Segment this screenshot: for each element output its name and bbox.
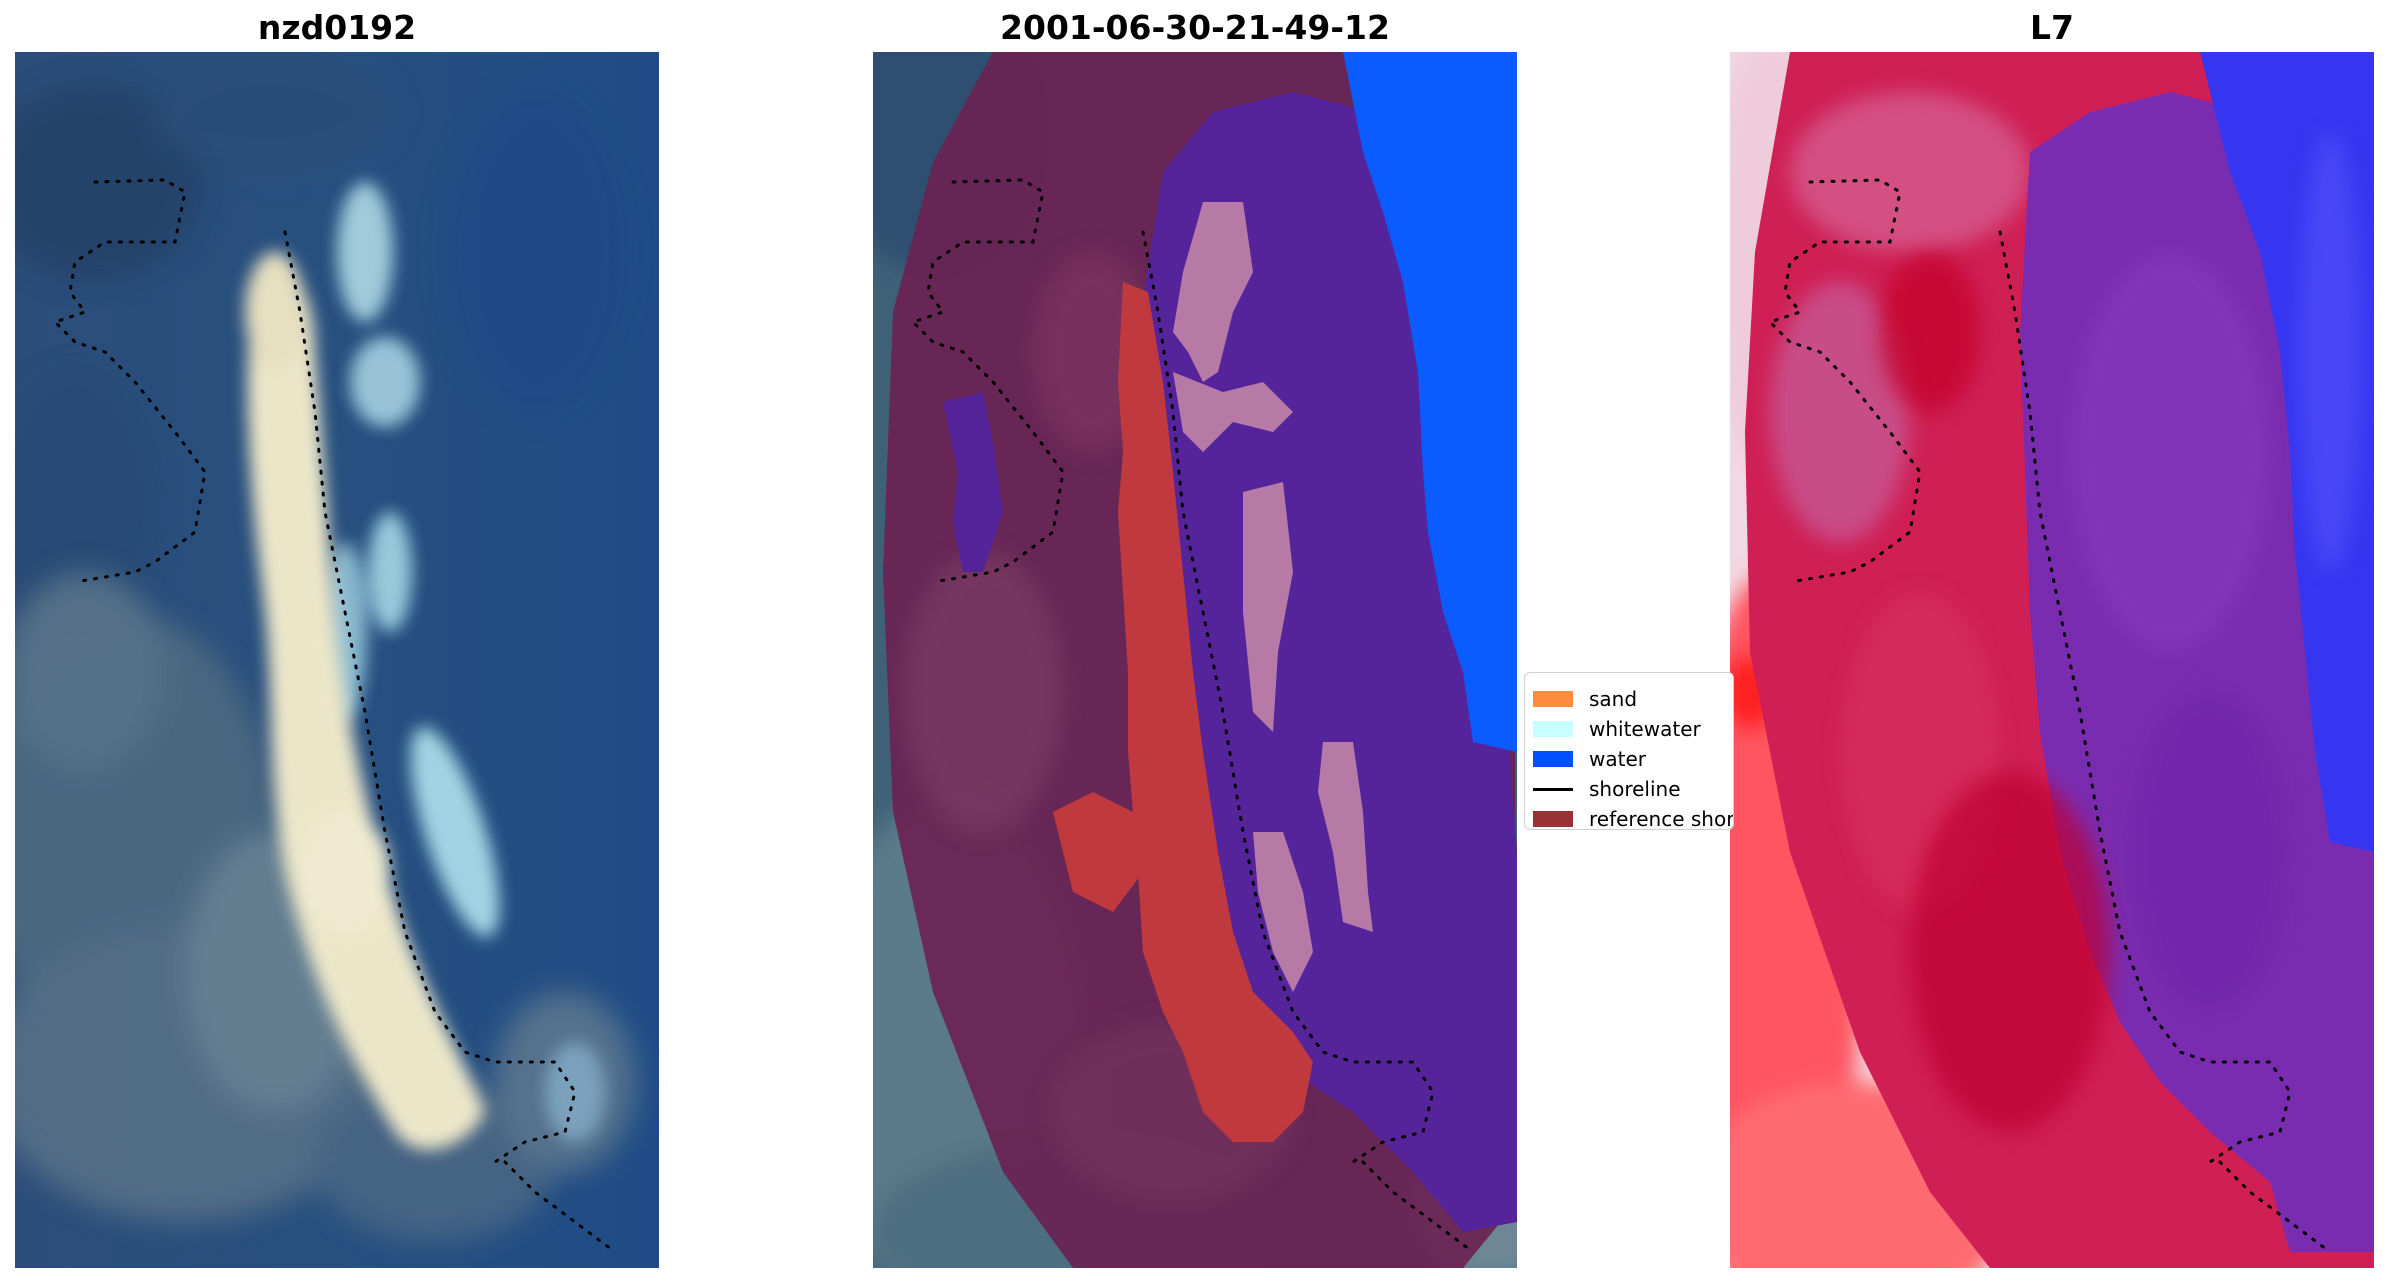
legend-label-reference-shoreline: reference shoreline bbox=[1589, 807, 1734, 830]
shoreline-line-swatch bbox=[1533, 787, 1573, 791]
classified-image bbox=[873, 52, 1517, 1268]
index-image-panel bbox=[1730, 52, 2374, 1268]
legend: sand whitewater water shoreline referenc… bbox=[1524, 672, 1734, 830]
legend-item-sand: sand bbox=[1533, 685, 1637, 713]
classified-image-panel bbox=[873, 52, 1517, 1268]
legend-label-sand: sand bbox=[1589, 687, 1638, 711]
legend-item-water: water bbox=[1533, 745, 1646, 773]
satellite-image-panel bbox=[15, 52, 659, 1268]
left-panel-title: nzd0192 bbox=[257, 8, 417, 47]
satellite-image bbox=[15, 52, 659, 1268]
whitewater-swatch bbox=[1533, 721, 1573, 737]
legend-item-reference-shoreline: reference shoreline bbox=[1533, 805, 1734, 830]
legend-item-shoreline: shoreline bbox=[1533, 775, 1681, 803]
middle-panel-title: 2001-06-30-21-49-12 bbox=[1000, 8, 1390, 47]
index-image bbox=[1730, 52, 2374, 1268]
legend-label-whitewater: whitewater bbox=[1589, 717, 1701, 741]
reference-shoreline-swatch bbox=[1533, 811, 1573, 827]
legend-label-shoreline: shoreline bbox=[1589, 777, 1681, 801]
right-panel-title: L7 bbox=[2030, 8, 2074, 47]
water-swatch bbox=[1533, 751, 1573, 767]
legend-item-whitewater: whitewater bbox=[1533, 715, 1701, 743]
sand-swatch bbox=[1533, 691, 1573, 707]
legend-label-water: water bbox=[1589, 747, 1646, 771]
